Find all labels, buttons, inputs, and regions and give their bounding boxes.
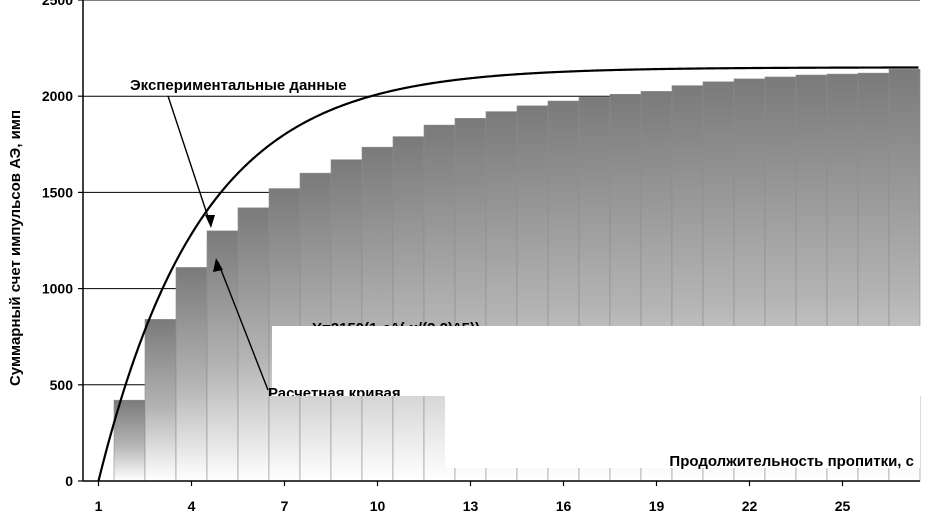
y-tick-label-1000: 1000 [42, 281, 73, 297]
fitted-curve-line [97, 66, 919, 482]
x-tick-labels: 1 4 7 10 13 16 19 22 25 [95, 481, 851, 514]
x-tick-label-7: 7 [281, 498, 289, 514]
bar-2 [113, 399, 146, 482]
x-tick-label-10: 10 [370, 498, 386, 514]
y-tick-label-2000: 2000 [42, 88, 73, 104]
x-tick-label-13: 13 [463, 498, 479, 514]
x-tick-label-19: 19 [649, 498, 665, 514]
axes [82, 0, 920, 482]
y-axis-label: Суммарный счет импульсов АЭ, имп [7, 110, 24, 386]
x-tick-label-4: 4 [188, 498, 196, 514]
arrow-experimental-head [205, 215, 215, 228]
x-axis-label: Продолжительность пропитки, с [669, 453, 914, 470]
y-tick-label-500: 500 [50, 377, 74, 393]
arrow-curve-head [213, 258, 223, 272]
annotation-curve: Расчетная кривая [268, 385, 401, 402]
overlay-box-lower [445, 396, 920, 468]
bar-10 [361, 146, 394, 482]
bar-4 [175, 267, 208, 482]
overlay-box-upper [272, 326, 939, 396]
y-tick-label-2500: 2500 [42, 0, 73, 8]
arrow-curve [217, 261, 269, 391]
annotation-arrows [167, 95, 269, 391]
bars [113, 68, 921, 482]
x-tick-label-22: 22 [742, 498, 758, 514]
annotation-experimental: Экспериментальные данные [130, 77, 347, 94]
bar-6 [237, 207, 270, 482]
y-tick-labels: 0 500 1000 1500 2000 2500 [42, 0, 83, 489]
y-tick-label-0: 0 [65, 473, 73, 489]
x-tick-label-1: 1 [95, 498, 103, 514]
y-tick-label-1500: 1500 [42, 184, 73, 200]
formula-text: Y=2150(1-e^(-x/(2.2)^5)) [312, 320, 480, 337]
bar-11 [392, 136, 425, 482]
x-tick-label-16: 16 [556, 498, 572, 514]
arrow-experimental [167, 95, 212, 227]
bar-3 [144, 319, 177, 482]
bar-5 [206, 230, 239, 482]
x-tick-label-25: 25 [835, 498, 851, 514]
